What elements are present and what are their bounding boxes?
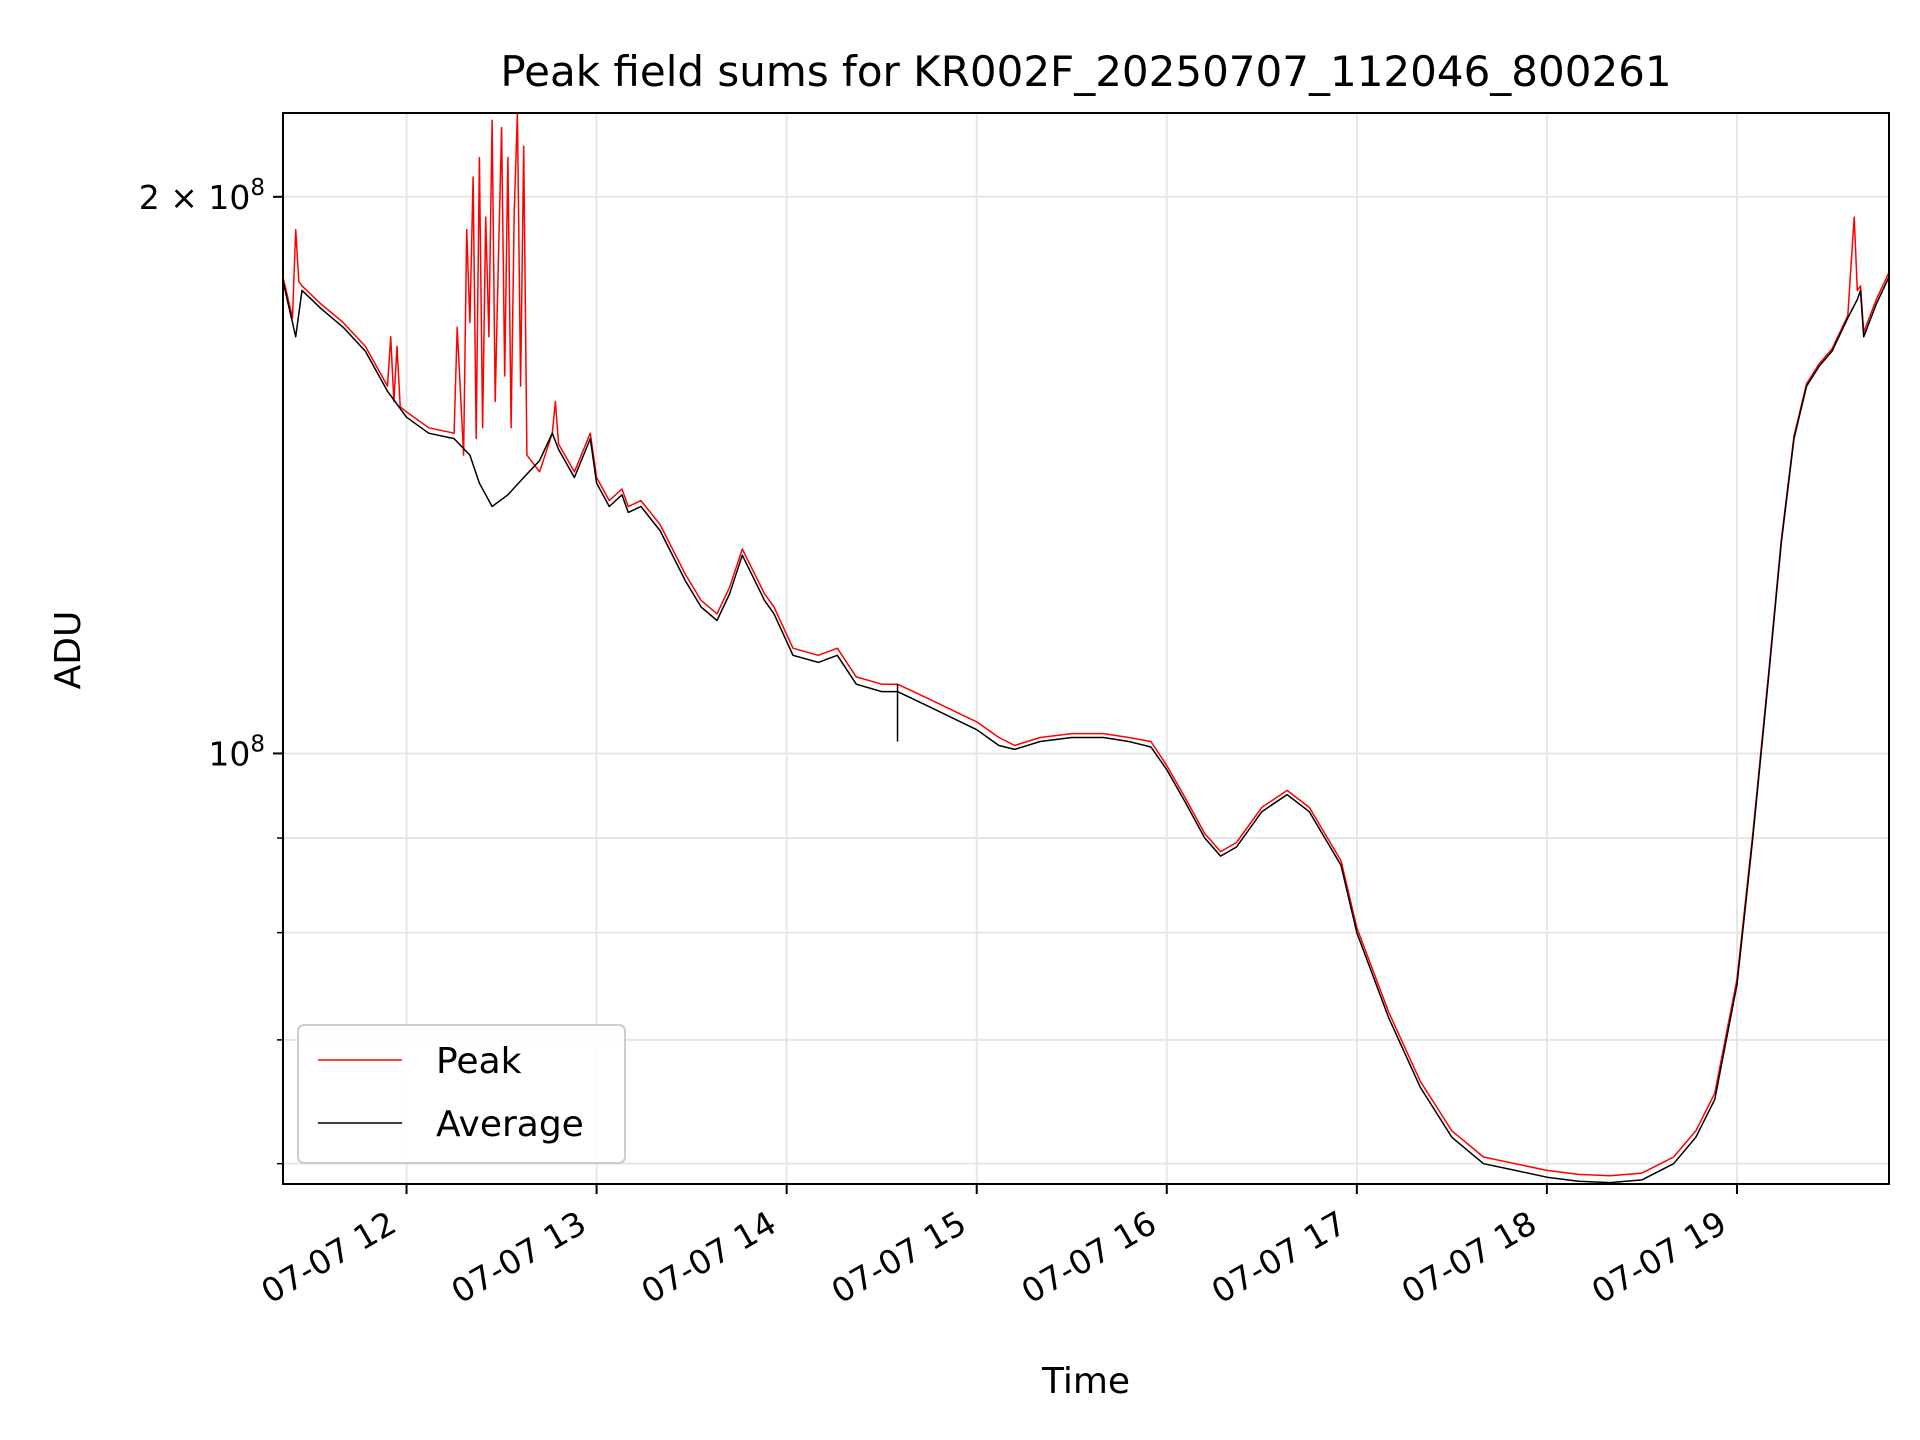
series-line-average <box>282 276 1890 1184</box>
legend: Peak Average <box>297 1024 626 1164</box>
y-tick-label: 2 × 108 <box>139 175 265 217</box>
legend-label-peak: Peak <box>436 1041 522 1082</box>
y-axis: 108 2 × 108 <box>139 175 283 1165</box>
chart-title: Peak field sums for KR002F_20250707_1120… <box>500 47 1671 96</box>
legend-label-average: Average <box>436 1104 584 1145</box>
axes-frame <box>282 112 1890 1185</box>
plot-area <box>282 112 1890 1184</box>
y-tick-label: 108 <box>208 731 265 773</box>
x-axis-label: Time <box>1041 1361 1130 1402</box>
series-line-peak <box>282 112 1890 1177</box>
y-axis-label: ADU <box>48 611 89 690</box>
